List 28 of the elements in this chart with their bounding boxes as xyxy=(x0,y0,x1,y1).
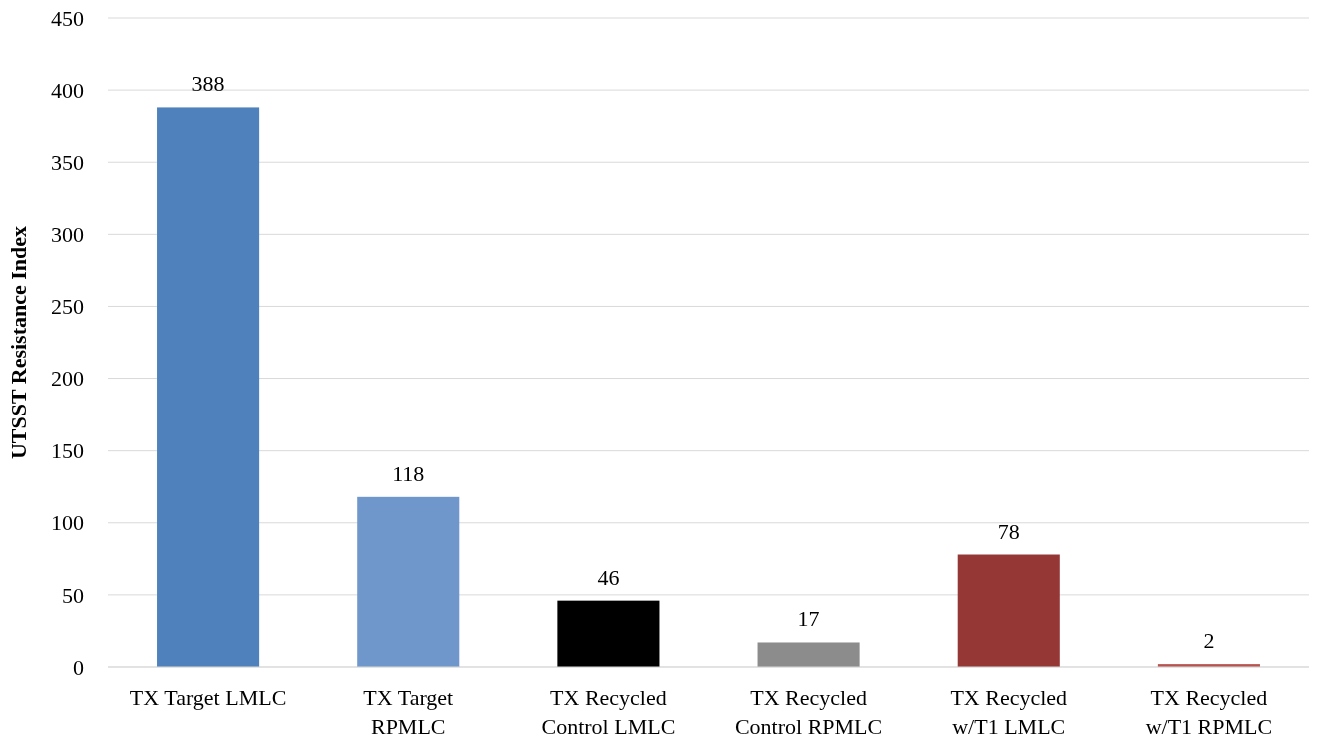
bar xyxy=(157,107,260,667)
data-label: 46 xyxy=(597,564,620,590)
data-label: 2 xyxy=(1203,628,1215,654)
y-tick-label: 350 xyxy=(51,149,84,175)
x-tick-label: TX Target RPMLC xyxy=(363,685,454,739)
y-tick-label: 150 xyxy=(51,438,84,464)
y-tick-label: 300 xyxy=(51,222,84,248)
y-axis-title: UTSST Resistance Index xyxy=(6,225,31,460)
bar xyxy=(757,642,860,667)
bar xyxy=(957,554,1060,667)
y-tick-label: 400 xyxy=(51,77,84,103)
y-tick-label: 50 xyxy=(62,582,84,608)
y-tick-label: 0 xyxy=(73,654,84,680)
y-tick-label: 450 xyxy=(51,5,84,31)
x-tick-label: TX Target LMLC xyxy=(129,685,287,710)
data-label: 78 xyxy=(997,518,1020,544)
x-tick-label: TX Recycled Control RPMLC xyxy=(734,685,883,739)
y-tick-label: 200 xyxy=(51,366,84,392)
bar xyxy=(357,496,460,667)
bar xyxy=(557,600,660,667)
data-label: 118 xyxy=(392,460,425,486)
x-tick-label: TX Recycled w/T1 LMLC xyxy=(950,685,1068,739)
y-tick-label: 250 xyxy=(51,294,84,320)
x-tick-label: TX Recycled Control LMLC xyxy=(541,685,676,739)
x-tick-label: TX Recycled w/T1 RPMLC xyxy=(1145,685,1273,739)
y-tick-label: 100 xyxy=(51,510,84,536)
data-label: 388 xyxy=(191,71,225,97)
data-label: 17 xyxy=(797,606,820,632)
